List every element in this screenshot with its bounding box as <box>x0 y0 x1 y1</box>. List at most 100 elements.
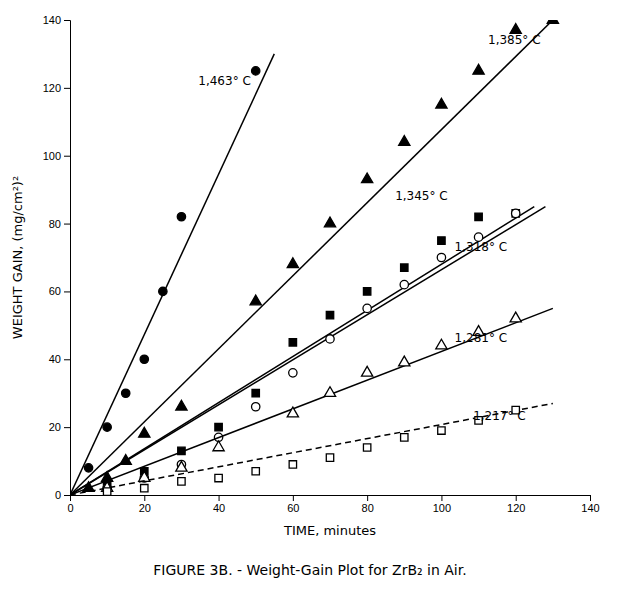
annotation: 1,345° C <box>395 189 448 203</box>
point <box>215 423 222 430</box>
tick-mark <box>144 495 145 501</box>
point <box>326 454 333 461</box>
tick-mark <box>367 495 368 501</box>
point <box>103 423 111 431</box>
point <box>438 237 445 244</box>
point <box>512 209 520 217</box>
tick-mark <box>64 427 70 428</box>
fit-line <box>70 207 545 495</box>
tick-label: 20 <box>139 502 151 514</box>
tick-label: 60 <box>49 285 61 297</box>
tick: 20 <box>139 495 151 514</box>
plot: 0204060801001201400204060801001201401,46… <box>10 13 600 538</box>
point <box>252 403 260 411</box>
point <box>139 472 150 482</box>
point <box>436 98 447 108</box>
point <box>437 253 445 261</box>
point <box>287 407 298 417</box>
axis-line <box>64 21 71 496</box>
tick-label: 140 <box>43 14 61 26</box>
tick: 100 <box>433 495 451 514</box>
tick-label: 0 <box>55 489 61 501</box>
tick: 40 <box>213 495 225 514</box>
point <box>512 210 519 217</box>
point <box>215 474 222 481</box>
y-axis-title: WEIGHT GAIN, (mg/cm²)² <box>10 176 25 339</box>
tick-mark <box>590 495 591 501</box>
tick-label: 40 <box>213 502 225 514</box>
tick-label: 0 <box>67 502 73 514</box>
title: FIGURE 3B. - Weight-Gain Plot for ZrB₂ i… <box>153 562 466 578</box>
point <box>176 461 187 471</box>
tick: 20 <box>49 421 70 433</box>
tick-mark <box>64 359 70 360</box>
point <box>84 464 92 472</box>
point <box>362 173 373 183</box>
tick-mark <box>516 495 517 501</box>
tick: 100 <box>43 150 70 162</box>
annotation: 1,385° C <box>488 33 541 47</box>
tick-mark <box>293 495 294 501</box>
chart: 0204060801001201400204060801001201401,46… <box>0 0 620 600</box>
point <box>289 461 296 468</box>
point <box>141 485 148 492</box>
fit-line <box>70 54 274 495</box>
tick-mark <box>64 156 70 157</box>
fit-line <box>70 403 553 495</box>
tick: 60 <box>287 495 299 514</box>
point <box>139 427 150 437</box>
point <box>363 444 370 451</box>
point <box>287 258 298 268</box>
point <box>159 287 167 295</box>
point <box>326 335 334 343</box>
tick-mark <box>441 495 442 501</box>
point <box>399 356 410 366</box>
point <box>324 217 335 227</box>
tick-label: 20 <box>49 421 61 433</box>
tick: 80 <box>362 495 374 514</box>
tick: 60 <box>49 285 70 297</box>
tick-label: 100 <box>43 150 61 162</box>
point <box>401 434 408 441</box>
point <box>289 369 297 377</box>
point <box>400 280 408 288</box>
tick-mark <box>219 495 220 501</box>
tick: 0 <box>67 495 73 514</box>
point <box>252 67 260 75</box>
x-axis: 0 20 40 60 80 100 120 140 <box>67 495 599 514</box>
tick: 120 <box>507 495 525 514</box>
tick-label: 120 <box>507 502 525 514</box>
point <box>510 312 521 322</box>
point <box>250 295 261 305</box>
tick-label: 80 <box>362 502 374 514</box>
fit-line <box>70 207 534 495</box>
annotation: 1,217° C <box>473 409 526 423</box>
annotation: 1,281° C <box>455 331 508 345</box>
point <box>362 366 373 376</box>
y-axis: 020406080100120140 <box>43 14 71 501</box>
point <box>122 389 130 397</box>
annotation: 1,318° C <box>455 240 508 254</box>
point <box>178 478 185 485</box>
point <box>438 427 445 434</box>
tick-label: 140 <box>581 502 599 514</box>
tick-mark <box>64 495 70 496</box>
point <box>436 339 447 349</box>
point <box>326 311 333 318</box>
tick-label: 100 <box>433 502 451 514</box>
tick: 120 <box>43 82 70 94</box>
tick: 0 <box>55 489 70 501</box>
point <box>177 213 185 221</box>
tick-label: 120 <box>43 82 61 94</box>
point <box>140 355 148 363</box>
fit-line <box>70 308 553 495</box>
tick-mark <box>64 291 70 292</box>
point <box>473 64 484 74</box>
point <box>252 390 259 397</box>
tick: 80 <box>49 218 70 230</box>
x-axis-title: TIME, minutes <box>283 523 376 538</box>
tick: 140 <box>43 14 70 26</box>
annotation: 1,463° C <box>198 74 251 88</box>
point <box>289 339 296 346</box>
tick-mark <box>64 20 70 21</box>
